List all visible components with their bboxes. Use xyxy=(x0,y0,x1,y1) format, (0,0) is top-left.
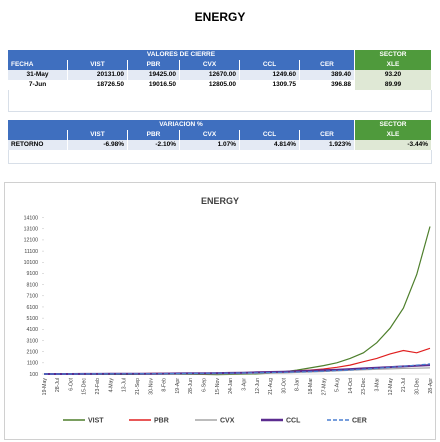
table-cell: 389.40 xyxy=(300,70,355,80)
chart-title: ENERGY xyxy=(201,196,239,206)
column-header: CCL xyxy=(240,130,300,140)
legend-label: PBR xyxy=(154,418,169,425)
table-cell: 18726.50 xyxy=(68,80,128,90)
x-tick-label: 3-Mar xyxy=(375,378,381,392)
x-tick-label: 15-Nov xyxy=(215,378,221,395)
column-header: CCL xyxy=(240,60,300,70)
x-tick-label: 28-Apr xyxy=(428,378,434,394)
y-tick-label: 3100 xyxy=(26,338,38,344)
x-tick-label: 23-Dec xyxy=(361,378,367,395)
column-header: VIST xyxy=(68,60,128,70)
sector-header: SECTOR xyxy=(355,120,432,130)
table-cell: -2.10% xyxy=(128,140,180,150)
x-tick-label: 19-May xyxy=(42,378,48,396)
x-tick-label: 6-Sep xyxy=(202,378,208,392)
table-cell: 19425.00 xyxy=(128,70,180,80)
x-tick-label: 3-Apr xyxy=(241,378,247,391)
x-tick-label: 14-Oct xyxy=(348,377,354,393)
sector-header: SECTOR xyxy=(355,50,432,60)
y-tick-label: 1100 xyxy=(27,361,38,367)
table-cell: 1309.75 xyxy=(240,80,300,90)
table-cell: RETORNO xyxy=(8,140,68,150)
x-tick-label: 23-Feb xyxy=(95,378,101,395)
legend-label: VIST xyxy=(88,418,104,425)
y-tick-label: 6100 xyxy=(26,305,38,311)
series-line xyxy=(44,363,431,375)
legend-label: CCL xyxy=(286,418,301,425)
column-header: XLE xyxy=(355,60,432,70)
column-header: CVX xyxy=(180,60,240,70)
y-tick-label: 7100 xyxy=(26,294,38,300)
table-cell: 19016.50 xyxy=(128,80,180,90)
y-tick-label: 9100 xyxy=(26,271,38,277)
column-header: XLE xyxy=(355,130,432,140)
chart-frame xyxy=(4,182,436,440)
table-cell: -3.44% xyxy=(355,140,432,150)
x-tick-label: 19-Apr xyxy=(175,378,181,394)
column-header: VIST xyxy=(68,130,128,140)
y-tick-label: 13100 xyxy=(24,227,39,233)
x-tick-label: 6-Oct xyxy=(68,377,74,390)
chart: ENERGY 100 1100 2100 3100 4100 5100 6100 7100 81… xyxy=(4,182,436,440)
table-cell: 396.88 xyxy=(300,80,355,90)
table-cell: 93.20 xyxy=(355,70,432,80)
x-tick-label: 8-Jan xyxy=(295,378,301,391)
column-header: PBR xyxy=(128,60,180,70)
column-header: CER xyxy=(300,60,355,70)
x-tick-label: 30-Oct xyxy=(281,377,287,393)
legend-label: CVX xyxy=(220,418,235,425)
column-header xyxy=(8,130,68,140)
x-tick-label: 28-Jul xyxy=(55,378,61,392)
x-tick-label: 27-May xyxy=(321,378,327,396)
x-tick-label: 24-Jan xyxy=(228,378,234,394)
y-tick-label: 8100 xyxy=(26,282,38,288)
y-tick-label: 4100 xyxy=(26,327,38,333)
table-cell: 12670.00 xyxy=(180,70,240,80)
x-tick-label: 8-Feb xyxy=(162,378,168,392)
x-tick-label: 5-Aug xyxy=(335,378,341,392)
y-tick-label: 2100 xyxy=(26,349,38,355)
table-cell: 1.07% xyxy=(180,140,240,150)
y-tick-label: 11100 xyxy=(24,249,38,255)
y-tick-label: 5100 xyxy=(26,316,38,322)
x-tick-label: 30-Nov xyxy=(148,378,154,395)
column-header: FECHA xyxy=(8,60,68,70)
x-tick-label: 28-Jun xyxy=(188,378,194,394)
legend-label: CER xyxy=(352,418,367,425)
x-tick-label: 12-Jun xyxy=(255,378,261,394)
column-header: CER xyxy=(300,130,355,140)
table-cell: 1.923% xyxy=(300,140,355,150)
x-tick-label: 21-Jul xyxy=(401,378,407,392)
x-tick-label: 18-Mar xyxy=(308,378,314,395)
column-header: CVX xyxy=(180,130,240,140)
y-tick-label: 10100 xyxy=(24,260,39,266)
column-header: PBR xyxy=(128,130,180,140)
x-tick-label: 30-Dec xyxy=(414,378,420,395)
table-cell: 89.99 xyxy=(355,80,432,90)
table-cell: 1249.60 xyxy=(240,70,300,80)
x-tick-label: 4-May xyxy=(108,378,114,393)
table-cell: -6.98% xyxy=(68,140,128,150)
table-cell: 12805.00 xyxy=(180,80,240,90)
group-header: VARIACION % xyxy=(8,120,355,130)
group-header: VALORES DE CIERRE xyxy=(8,50,355,60)
x-tick-label: 21-Aug xyxy=(268,378,274,395)
x-tick-label: 15-Dec xyxy=(82,378,88,395)
table-cell: 31-May xyxy=(8,70,68,80)
y-tick-label: 12100 xyxy=(24,238,39,244)
x-tick-label: 13-Jul xyxy=(122,378,128,392)
y-tick-label: 14100 xyxy=(24,215,39,221)
x-tick-label: 21-Sep xyxy=(135,378,141,395)
x-tick-label: 12-May xyxy=(388,378,394,396)
table-cell: 20131.00 xyxy=(68,70,128,80)
page-title: ENERGY xyxy=(194,10,246,24)
table-cell: 7-Jun xyxy=(8,80,68,90)
y-tick-label: 100 xyxy=(29,372,38,378)
table-cell: 4.814% xyxy=(240,140,300,150)
